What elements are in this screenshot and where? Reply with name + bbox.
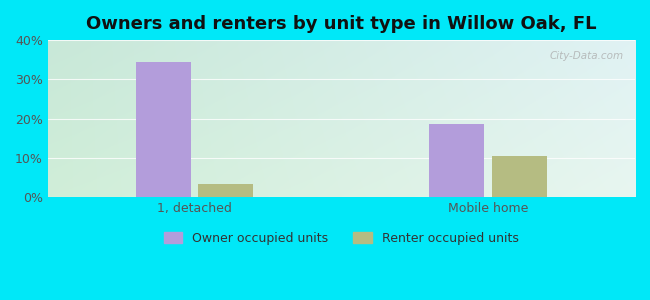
Title: Owners and renters by unit type in Willow Oak, FL: Owners and renters by unit type in Willo…: [86, 15, 597, 33]
Bar: [430, 124, 484, 197]
Bar: [136, 62, 190, 197]
Legend: Owner occupied units, Renter occupied units: Owner occupied units, Renter occupied un…: [159, 227, 524, 250]
Text: City-Data.com: City-Data.com: [549, 51, 623, 61]
Bar: [198, 184, 254, 197]
Bar: [492, 156, 547, 197]
